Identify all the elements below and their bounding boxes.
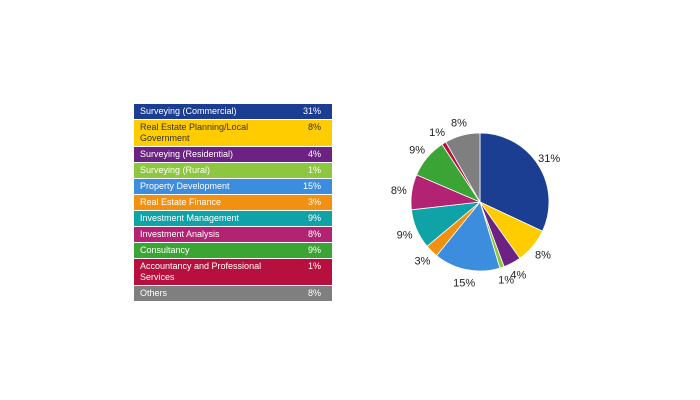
legend-value: 4% [307,149,321,159]
pie-slice [445,132,481,204]
pie-data-label: 8% [451,118,467,130]
legend-row: Accountancy and Professional Services 1% [134,259,332,285]
legend-value: 8% [307,288,321,298]
legend-value: 1% [307,261,321,271]
legend-label: Real Estate Finance [140,197,222,207]
legend-row: Real Estate Planning/Local Government 8% [134,120,332,146]
legend-value: 1% [307,165,321,175]
legend-label: Accountancy and Professional Services [140,261,262,282]
legend-label: Investment Management [140,213,240,223]
legend-row: Real Estate Finance 3% [134,195,332,210]
legend-label: Consultancy [140,245,190,255]
legend-row: Others 8% [134,286,332,301]
legend-row: Surveying (Rural) 1% [134,163,332,178]
pie-slice [479,132,550,232]
pie-data-label: 15% [453,277,475,289]
pie-data-label: 1% [498,275,514,287]
legend-label: Surveying (Rural) [140,165,211,175]
legend-row: Investment Analysis 8% [134,227,332,242]
legend-value: 15% [302,181,321,191]
pie-data-label: 9% [397,229,413,241]
legend-row: Surveying (Residential) 4% [134,147,332,162]
pie-data-label: 3% [415,255,431,267]
legend-value: 31% [302,106,321,116]
legend-label: Surveying (Commercial) [140,106,237,116]
legend-label: Others [140,288,168,298]
legend-table: Surveying (Commercial) 31% Real Estate Pla… [134,104,332,302]
pie-data-label: 9% [409,144,425,156]
pie-data-label: 4% [510,270,526,282]
legend-row: Consultancy 9% [134,243,332,258]
legend-value: 8% [307,122,321,132]
legend-value: 9% [307,245,321,255]
legend-label: Real Estate Planning/Local Government [140,122,249,143]
pie-data-label: 31% [538,153,560,165]
legend-label: Surveying (Residential) [140,149,234,159]
legend-label: Property Development [140,181,230,191]
pie-data-label: 1% [429,127,445,139]
pie-data-label: 8% [535,250,551,262]
legend-row: Surveying (Commercial) 31% [134,104,332,119]
legend-row: Investment Management 9% [134,211,332,226]
pie-slice [436,201,501,272]
legend-value: 8% [307,229,321,239]
legend-row: Property Development 15% [134,179,332,194]
legend-value: 9% [307,213,321,223]
pie-data-label: 8% [391,185,407,197]
pie-chart: 31%8%4%1%15%3%9%8%9%1%8% [391,118,560,290]
legend-label: Investment Analysis [140,229,220,239]
legend-value: 3% [307,197,321,207]
